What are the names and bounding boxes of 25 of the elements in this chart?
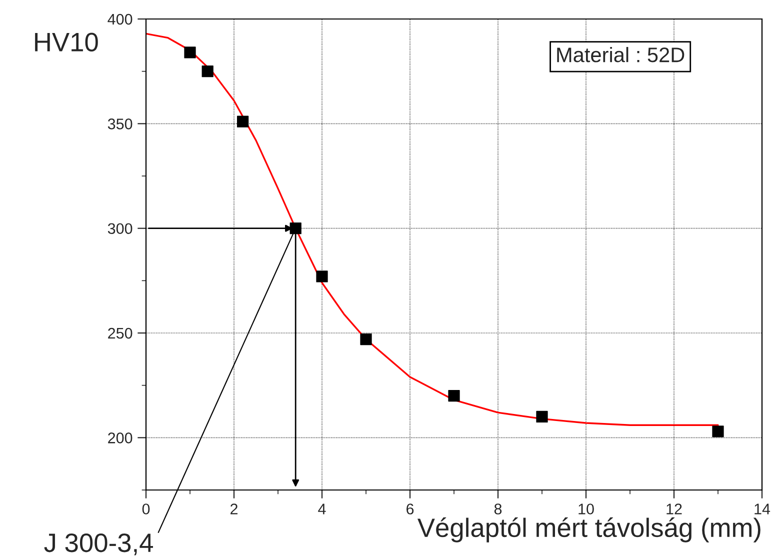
y-axis-title: HV10 xyxy=(35,32,98,52)
point xyxy=(184,46,196,58)
x-tick-label: 2 xyxy=(230,504,238,514)
point xyxy=(448,390,460,402)
point xyxy=(712,426,724,438)
x-tick-label: 4 xyxy=(318,504,326,514)
y-tick-label: 250 xyxy=(108,328,132,339)
point xyxy=(202,66,214,78)
x-tick-label: 12 xyxy=(666,504,682,514)
y-tick-label: 350 xyxy=(108,118,132,130)
annotation: Material : 52D xyxy=(557,46,684,62)
y-tick-label: 200 xyxy=(108,432,132,444)
point xyxy=(360,333,372,346)
x-tick-label: 14 xyxy=(754,504,770,514)
point xyxy=(536,410,548,423)
point xyxy=(236,116,249,128)
x-tick-label: 10 xyxy=(578,504,594,514)
y-tick-label: 400 xyxy=(108,14,132,25)
annotation: J 300-3,4 xyxy=(44,534,153,556)
x-tick-label: 6 xyxy=(406,504,414,514)
point xyxy=(316,270,328,282)
x-axis-title: Véglaptól mért távolság (mm) xyxy=(417,517,760,542)
x-tick-label: 8 xyxy=(494,504,502,514)
y-tick-label: 300 xyxy=(108,223,132,234)
x-tick-label: 0 xyxy=(142,504,150,514)
